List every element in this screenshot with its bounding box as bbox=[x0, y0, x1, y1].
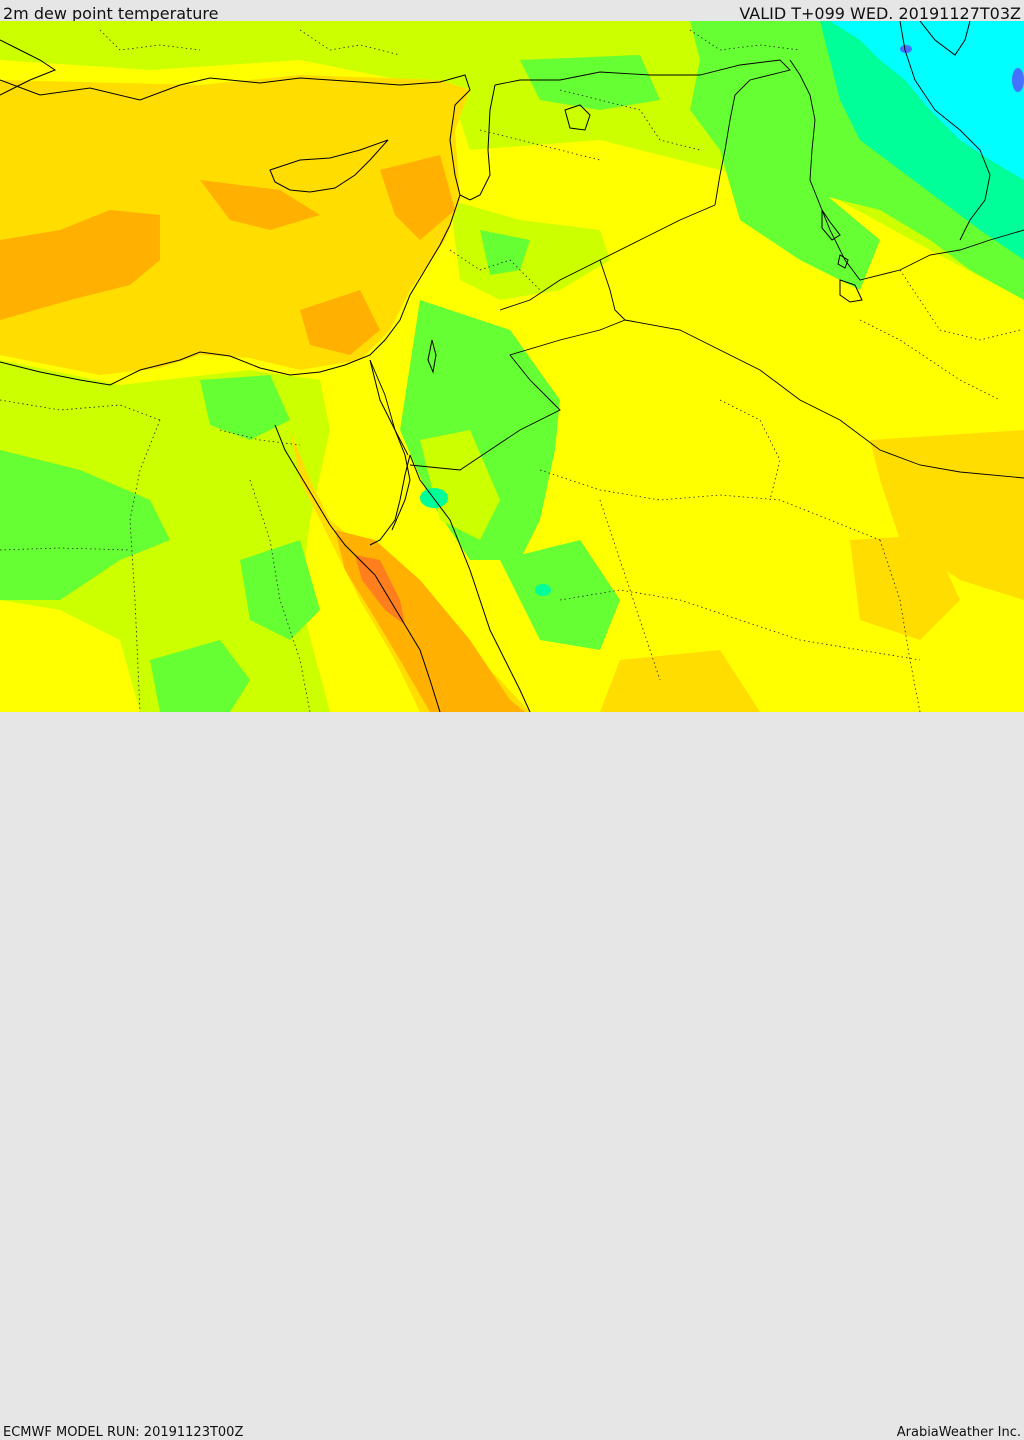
border-jordan-iraq bbox=[599, 259, 626, 321]
coast-levant bbox=[0, 194, 461, 386]
field-sea-orange-4 bbox=[300, 290, 380, 355]
field-egypt-green-1 bbox=[0, 450, 170, 600]
bottom-bar: ECMWF MODEL RUN: 20191123T00Z ArabiaWeat… bbox=[0, 712, 1024, 1440]
border-egypt-israel bbox=[369, 359, 409, 456]
country-borders bbox=[369, 21, 1024, 479]
border-jordan-saudi bbox=[409, 319, 626, 471]
field-egypt-green-3 bbox=[150, 640, 250, 712]
field-sea-orange-1 bbox=[0, 210, 160, 320]
field-sea-orange-3 bbox=[380, 155, 455, 240]
coast-lake-1 bbox=[837, 254, 849, 269]
coast-persian-gulf bbox=[839, 279, 863, 303]
coast-caspian bbox=[919, 21, 971, 56]
border-iran-east bbox=[899, 21, 991, 241]
dew-point-map bbox=[0, 21, 1024, 712]
coast-arabia bbox=[409, 454, 531, 712]
coastlines bbox=[0, 21, 971, 712]
coast-lake-van bbox=[564, 104, 591, 131]
coast-turkey-south bbox=[0, 74, 496, 201]
border-iraq-iran bbox=[789, 59, 1024, 281]
field-aqua-spot-2 bbox=[535, 584, 551, 596]
border-turkey-syria bbox=[494, 59, 791, 206]
coast-aqaba bbox=[369, 454, 411, 546]
coast-sinai-suez bbox=[369, 359, 411, 531]
province-borders bbox=[0, 29, 1021, 712]
field-se-gold-1 bbox=[870, 430, 1024, 600]
field-se-gold-3 bbox=[600, 650, 760, 712]
model-run-label: ECMWF MODEL RUN: 20191123T00Z bbox=[3, 1425, 244, 1440]
field-redsea-darkorange bbox=[355, 555, 405, 625]
field-saudi-green bbox=[500, 540, 620, 650]
field-egypt-yellow bbox=[0, 600, 140, 712]
field-ne-cyan bbox=[830, 21, 1024, 180]
field-egypt-green-2 bbox=[200, 375, 290, 440]
coast-lake-urmia bbox=[821, 208, 841, 241]
field-sea-orange-2 bbox=[200, 180, 320, 230]
field-green-north bbox=[520, 55, 660, 110]
valid-time-label: VALID T+099 WED. 20191127T03Z bbox=[739, 4, 1021, 23]
coast-gulf-suez bbox=[274, 424, 441, 712]
field-se-gold-2 bbox=[850, 535, 960, 640]
credit-label: ArabiaWeather Inc. bbox=[896, 1425, 1021, 1440]
field-blue-spot-1 bbox=[900, 45, 912, 53]
border-saudi-iraq bbox=[624, 319, 1024, 479]
coast-aegean bbox=[0, 39, 57, 96]
top-bar: 2m dew point temperature VALID T+099 WED… bbox=[0, 0, 1024, 23]
map-title: 2m dew point temperature bbox=[3, 4, 219, 23]
field-blue-spot-2 bbox=[1012, 68, 1024, 92]
field-jordan-yellowgreen bbox=[420, 430, 500, 540]
coast-cyprus bbox=[269, 139, 389, 193]
field-syria-green-2 bbox=[480, 230, 530, 275]
field-egypt-green-4 bbox=[240, 540, 320, 640]
coast-dead-sea bbox=[427, 339, 437, 374]
